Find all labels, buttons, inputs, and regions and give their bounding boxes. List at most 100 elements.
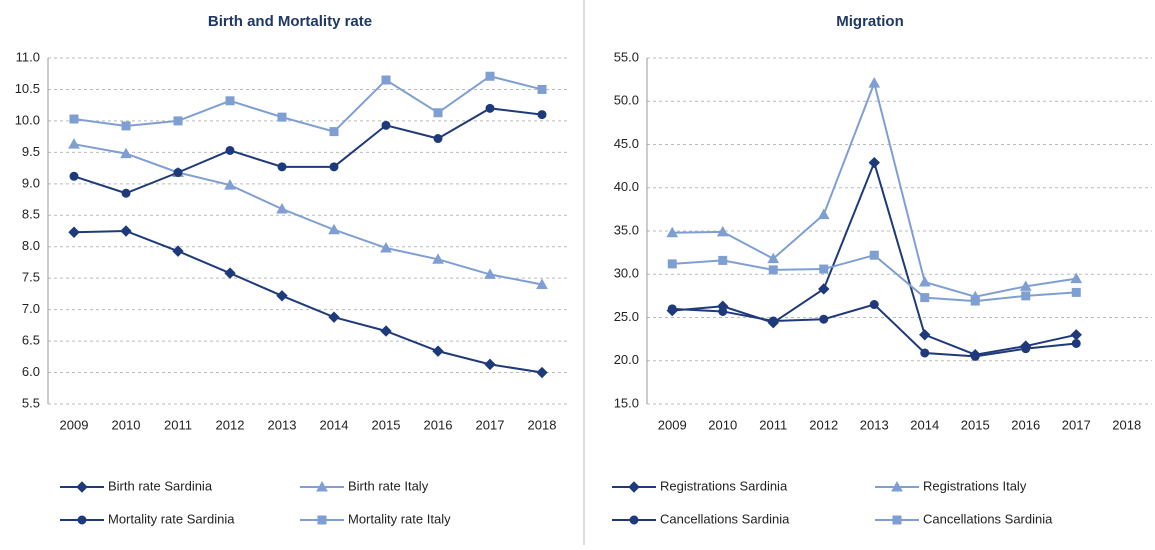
x-tick-label: 2013 [268, 417, 297, 432]
legend-label: Mortality rate Sardinia [108, 511, 235, 526]
marker [276, 202, 288, 214]
x-tick-label: 2017 [476, 417, 505, 432]
y-tick-label: 8.0 [22, 238, 40, 253]
y-tick-label: 11.0 [16, 49, 40, 64]
x-tick-label: 2012 [809, 417, 838, 432]
marker [329, 162, 339, 172]
y-tick-label: 45.0 [614, 136, 639, 151]
marker [432, 253, 444, 264]
y-tick-label: 7.0 [22, 301, 40, 316]
marker [381, 120, 391, 130]
marker [1071, 287, 1081, 297]
marker [1019, 280, 1032, 291]
marker [380, 241, 392, 253]
marker [121, 121, 131, 131]
series-line [672, 79, 1077, 298]
marker [277, 112, 287, 122]
marker [768, 265, 778, 275]
y-tick-label: 25.0 [614, 309, 639, 324]
y-tick-label: 35.0 [614, 222, 639, 237]
marker [328, 311, 340, 323]
marker [276, 290, 288, 302]
marker [718, 255, 728, 265]
marker [277, 162, 287, 172]
marker [629, 515, 639, 525]
x-tick-label: 2009 [60, 417, 89, 432]
marker [767, 252, 780, 264]
marker [892, 515, 902, 525]
marker [328, 223, 340, 235]
marker [485, 103, 495, 113]
marker [120, 225, 132, 237]
marker [173, 167, 183, 177]
marker [172, 245, 184, 257]
series-line [73, 229, 543, 374]
marker [68, 226, 80, 238]
marker [1021, 344, 1031, 354]
marker [433, 134, 443, 144]
x-tick-label: 2016 [424, 417, 453, 432]
marker [316, 480, 328, 492]
marker [380, 325, 392, 337]
y-tick-label: 8.5 [22, 207, 40, 222]
marker [485, 71, 495, 81]
marker [69, 171, 79, 181]
marker [317, 515, 327, 525]
marker [536, 366, 548, 379]
marker [667, 259, 677, 269]
marker [68, 138, 80, 149]
x-tick-label: 2018 [528, 417, 557, 432]
marker [537, 110, 547, 120]
marker [120, 147, 132, 159]
y-tick-label: 15.0 [614, 395, 639, 410]
marker [381, 75, 391, 85]
x-tick-label: 2013 [860, 417, 889, 432]
marker [666, 226, 679, 238]
marker [716, 225, 729, 237]
marker [818, 283, 830, 295]
x-tick-label: 2018 [1112, 417, 1141, 432]
marker [919, 329, 931, 341]
y-tick-label: 10.0 [15, 112, 40, 127]
marker [69, 114, 79, 124]
x-tick-label: 2011 [164, 417, 192, 432]
legend-label: Registrations Italy [923, 478, 1027, 493]
marker [868, 156, 880, 169]
marker [121, 188, 131, 198]
series-line [672, 254, 1077, 303]
marker [173, 116, 183, 126]
marker [484, 358, 496, 371]
x-tick-label: 2009 [658, 417, 687, 432]
marker [869, 250, 879, 260]
marker [868, 77, 881, 88]
marker [920, 293, 930, 303]
marker [1070, 329, 1082, 341]
x-tick-label: 2010 [112, 417, 141, 432]
chart-title: Birth and Mortality rate [208, 13, 372, 30]
legend-label: Birth rate Italy [348, 478, 429, 493]
y-tick-label: 55.0 [614, 49, 639, 64]
series-line [73, 143, 543, 286]
legend-label: Cancellations Sardinia [923, 511, 1053, 526]
marker [970, 351, 980, 361]
x-tick-label: 2011 [759, 417, 787, 432]
marker [76, 481, 88, 493]
y-tick-label: 7.5 [22, 270, 40, 285]
series-line [73, 107, 543, 195]
legend-label: Registrations Sardinia [660, 478, 788, 493]
marker [484, 268, 496, 279]
x-tick-label: 2015 [961, 417, 990, 432]
marker [718, 306, 728, 316]
marker [224, 267, 236, 279]
marker [918, 276, 931, 287]
legend-label: Birth rate Sardinia [108, 478, 213, 493]
y-tick-label: 50.0 [614, 93, 639, 108]
marker [329, 127, 339, 137]
y-tick-label: 40.0 [614, 179, 639, 194]
x-tick-label: 2016 [1011, 417, 1040, 432]
marker [667, 304, 677, 314]
marker [536, 278, 548, 289]
marker [1021, 291, 1031, 301]
x-tick-label: 2014 [320, 417, 349, 432]
